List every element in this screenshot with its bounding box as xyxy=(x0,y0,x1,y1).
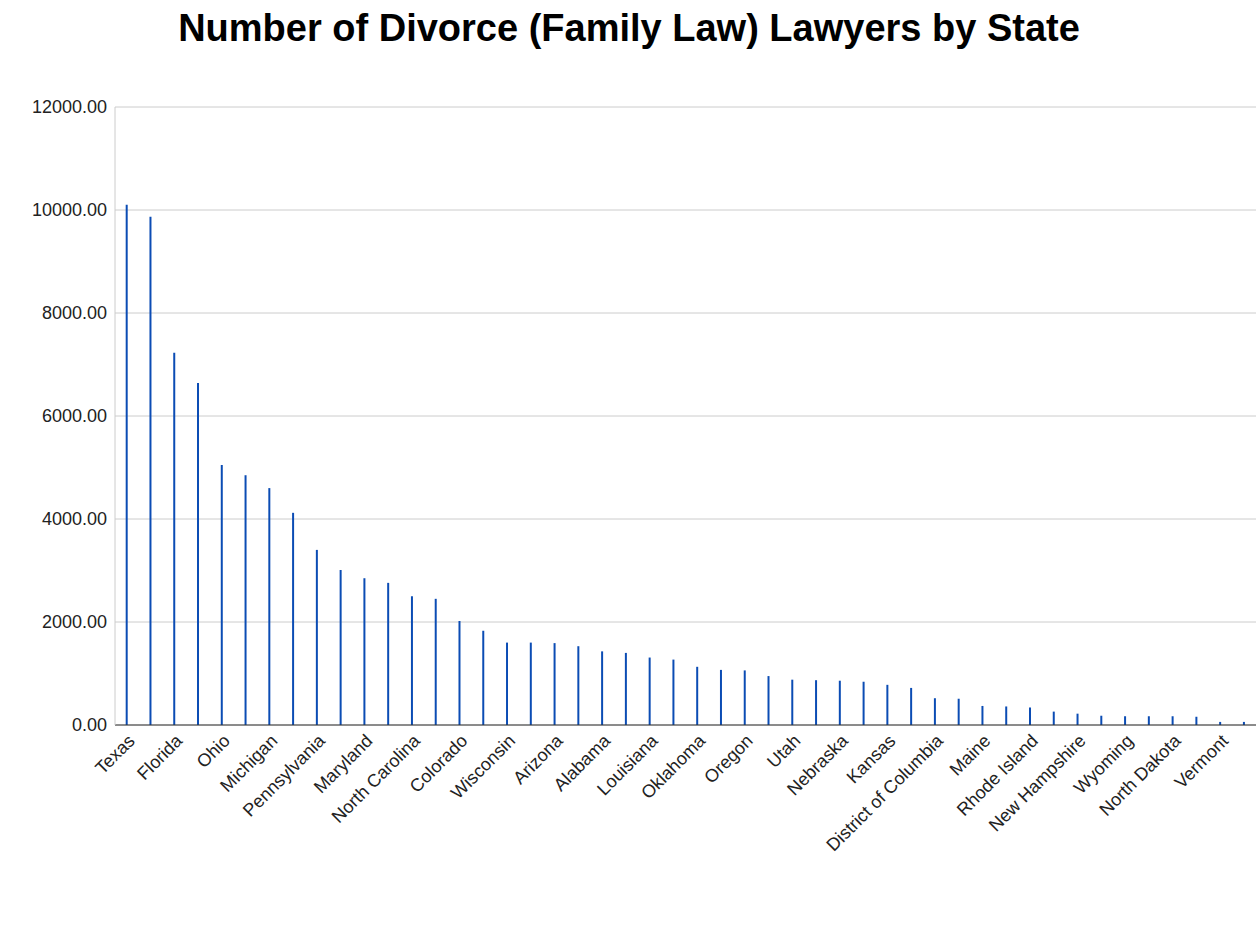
svg-text:Texas: Texas xyxy=(91,731,138,778)
svg-text:2000.00: 2000.00 xyxy=(42,612,107,632)
svg-text:Arizona: Arizona xyxy=(509,730,567,788)
svg-text:Maryland: Maryland xyxy=(310,730,377,798)
svg-text:10000.00: 10000.00 xyxy=(32,200,107,220)
svg-text:Oregon: Oregon xyxy=(700,731,757,788)
svg-text:Rhode Island: Rhode Island xyxy=(953,731,1042,820)
svg-text:4000.00: 4000.00 xyxy=(42,509,107,529)
svg-text:North Dakota: North Dakota xyxy=(1096,730,1186,820)
svg-text:Louisiana: Louisiana xyxy=(593,730,662,800)
svg-text:Michigan: Michigan xyxy=(216,730,282,796)
svg-text:Oklahoma: Oklahoma xyxy=(637,730,710,803)
svg-text:Ohio: Ohio xyxy=(193,731,234,772)
svg-text:Pennsylvania: Pennsylvania xyxy=(239,730,330,821)
svg-text:0.00: 0.00 xyxy=(72,715,107,735)
svg-text:Wisconsin: Wisconsin xyxy=(447,731,519,803)
svg-text:Wyoming: Wyoming xyxy=(1070,730,1138,798)
svg-text:6000.00: 6000.00 xyxy=(42,406,107,426)
svg-text:Utah: Utah xyxy=(763,731,804,772)
html-text:Number of Divorce (Family Law): Number of Divorce (Family Law) Lawyers b… xyxy=(178,7,1080,49)
svg-text:12000.00: 12000.00 xyxy=(32,97,107,117)
svg-text:Maine: Maine xyxy=(945,730,995,780)
svg-text:Nebraska: Nebraska xyxy=(783,730,852,799)
svg-text:Florida: Florida xyxy=(133,730,187,784)
svg-text:North Carolina: North Carolina xyxy=(327,730,424,827)
svg-text:Alabama: Alabama xyxy=(549,730,615,796)
svg-text:Vermont: Vermont xyxy=(1171,731,1233,793)
svg-text:Kansas: Kansas xyxy=(842,730,900,788)
svg-text:District of Columbia: District of Columbia xyxy=(822,730,947,855)
svg-text:8000.00: 8000.00 xyxy=(42,303,107,323)
svg-text:New Hampshire: New Hampshire xyxy=(984,730,1090,836)
svg-text:Colorado: Colorado xyxy=(405,730,472,797)
